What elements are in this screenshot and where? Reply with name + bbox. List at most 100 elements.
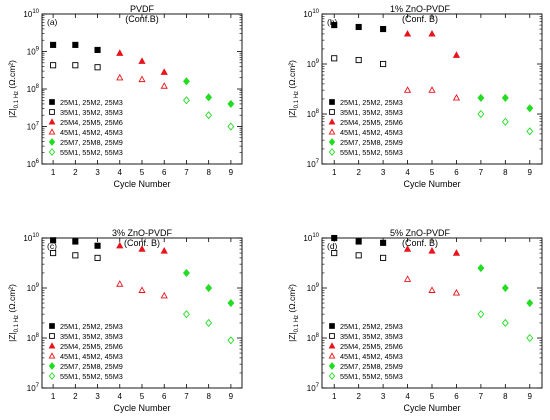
legend-marker-3 [328,118,336,125]
legend-label-6: 55M1, 55M2, 55M3 [340,148,403,157]
x-tick-label: 4 [118,168,123,177]
legend-marker-4 [328,128,336,135]
data-point-s3-x6 [160,68,168,75]
data-point-s6-x7 [182,310,190,319]
x-tick-label: 7 [184,168,189,177]
chart-subtitle: (Conf. B) [402,238,438,248]
data-point-s5-x7 [477,93,485,102]
data-point-s5-x7 [477,264,485,273]
x-tick-label: 6 [454,392,459,401]
x-tick-label: 1 [332,168,337,177]
legend-label-5: 25M7, 25M8, 25M9 [60,138,123,147]
data-point-s2-x3 [380,254,387,261]
data-point-s6-x9 [227,122,235,131]
data-point-s6-x8 [205,318,213,328]
legend-marker-3 [48,342,56,349]
x-tick-label: 4 [405,168,410,177]
data-point-s3-x5 [138,57,146,64]
data-point-s4-x6 [452,288,461,296]
x-tick-label: 2 [73,392,78,401]
x-tick-label: 5 [140,168,145,177]
legend-marker-6 [328,372,336,380]
data-point-s5-x8 [205,283,213,293]
panel-label: (b) [327,17,338,27]
y-tick-label: 109 [27,283,40,293]
data-point-s5-x8 [501,93,509,102]
data-point-s4-x4 [403,275,412,282]
data-point-s3-x4 [403,29,412,37]
panel-label: (d) [327,241,338,251]
x-tick-label: 5 [140,392,145,401]
chart-subtitle: (Conf. B) [402,14,438,24]
data-point-s1-x1 [50,237,57,244]
legend-marker-2 [329,333,335,339]
x-tick-label: 9 [528,392,533,401]
panel-label: (c) [47,241,57,251]
y-tick-label: 108 [27,333,40,343]
legend-label-4: 45M1, 45M2, 45M3 [340,128,403,137]
data-point-s3-x4 [403,245,412,252]
y-axis-label: |Z|0.1 Hz (Ω.cm²) [287,60,300,118]
legend-label-2: 35M1, 35M2, 35M3 [340,332,403,341]
chart-panel-3: 1 2 3 4 5 6 7 8 9 107 108 109 1010 (c) 3% ZnO-PVDF(Con… [7,228,243,413]
x-tick-label: 3 [95,392,100,401]
data-point-s6-x8 [501,117,509,126]
data-point-s5-x7 [182,77,190,86]
data-point-s5-x8 [205,93,213,102]
legend-marker-5 [328,138,336,146]
legend-label-1: 25M1, 25M2, 25M3 [340,98,403,107]
x-tick-label: 9 [229,168,234,177]
x-axis-label: Cycle Number [113,403,170,413]
x-tick-label: 7 [479,392,484,401]
x-tick-label: 3 [381,392,386,401]
y-tick-label: 1010 [303,9,319,19]
data-point-s5-x8 [501,283,509,293]
y-tick-label: 108 [307,333,320,343]
data-point-s3-x4 [116,49,124,56]
data-point-s5-x9 [526,298,534,308]
legend-label-3: 25M4, 25M5, 25M6 [340,118,403,127]
data-point-s6-x9 [526,127,534,136]
data-point-s5-x9 [227,298,235,308]
x-tick-label: 3 [95,168,100,177]
y-tick-label: 108 [27,84,40,94]
data-point-s1-x2 [72,41,79,48]
legend-label-2: 35M1, 35M2, 35M3 [340,108,403,117]
y-tick-label: 109 [27,47,40,57]
legend-label-6: 55M1, 55M2, 55M3 [60,148,123,157]
data-point-s5-x9 [526,104,534,113]
data-point-s1-x3 [94,242,101,249]
legend-marker-2 [329,109,335,115]
data-point-s2-x1 [331,250,338,257]
data-point-s5-x7 [182,268,190,278]
y-tick-label: 108 [307,109,320,119]
x-axis-label: Cycle Number [403,179,460,189]
data-point-s6-x9 [227,336,235,345]
legend-marker-3 [328,342,336,349]
chart-title: 1% ZnO-PVDF [390,4,451,14]
y-tick-label: 107 [307,383,320,393]
legend-marker-3 [48,118,56,125]
data-point-s4-x5 [428,86,436,93]
legend-label-5: 25M7, 25M8, 25M9 [60,362,123,371]
chart-panel-2: 1 2 3 4 5 6 7 8 9 107 108 109 1010 (b) 1% ZnO-PVDF(Con… [287,4,543,189]
chart-title: 3% ZnO-PVDF [112,228,173,238]
data-point-s2-x3 [94,64,101,71]
data-point-s2-x3 [94,254,101,261]
legend-marker-5 [48,362,56,370]
y-axis-label: |Z|0.1 Hz (Ω.cm²) [7,284,20,342]
data-point-s3-x6 [452,51,461,58]
x-tick-label: 1 [51,392,56,401]
legend-label-3: 25M4, 25M5, 25M6 [60,118,123,127]
legend-marker-6 [48,148,56,156]
legend-marker-4 [48,352,56,359]
x-tick-label: 2 [356,392,361,401]
legend-label-6: 55M1, 55M2, 55M3 [60,372,123,381]
data-point-s4-x6 [160,291,168,299]
data-point-s2-x3 [380,60,387,68]
y-tick-label: 109 [307,283,320,293]
x-tick-label: 8 [503,392,508,401]
legend-label-2: 35M1, 35M2, 35M3 [60,108,123,117]
x-axis-label: Cycle Number [403,403,460,413]
